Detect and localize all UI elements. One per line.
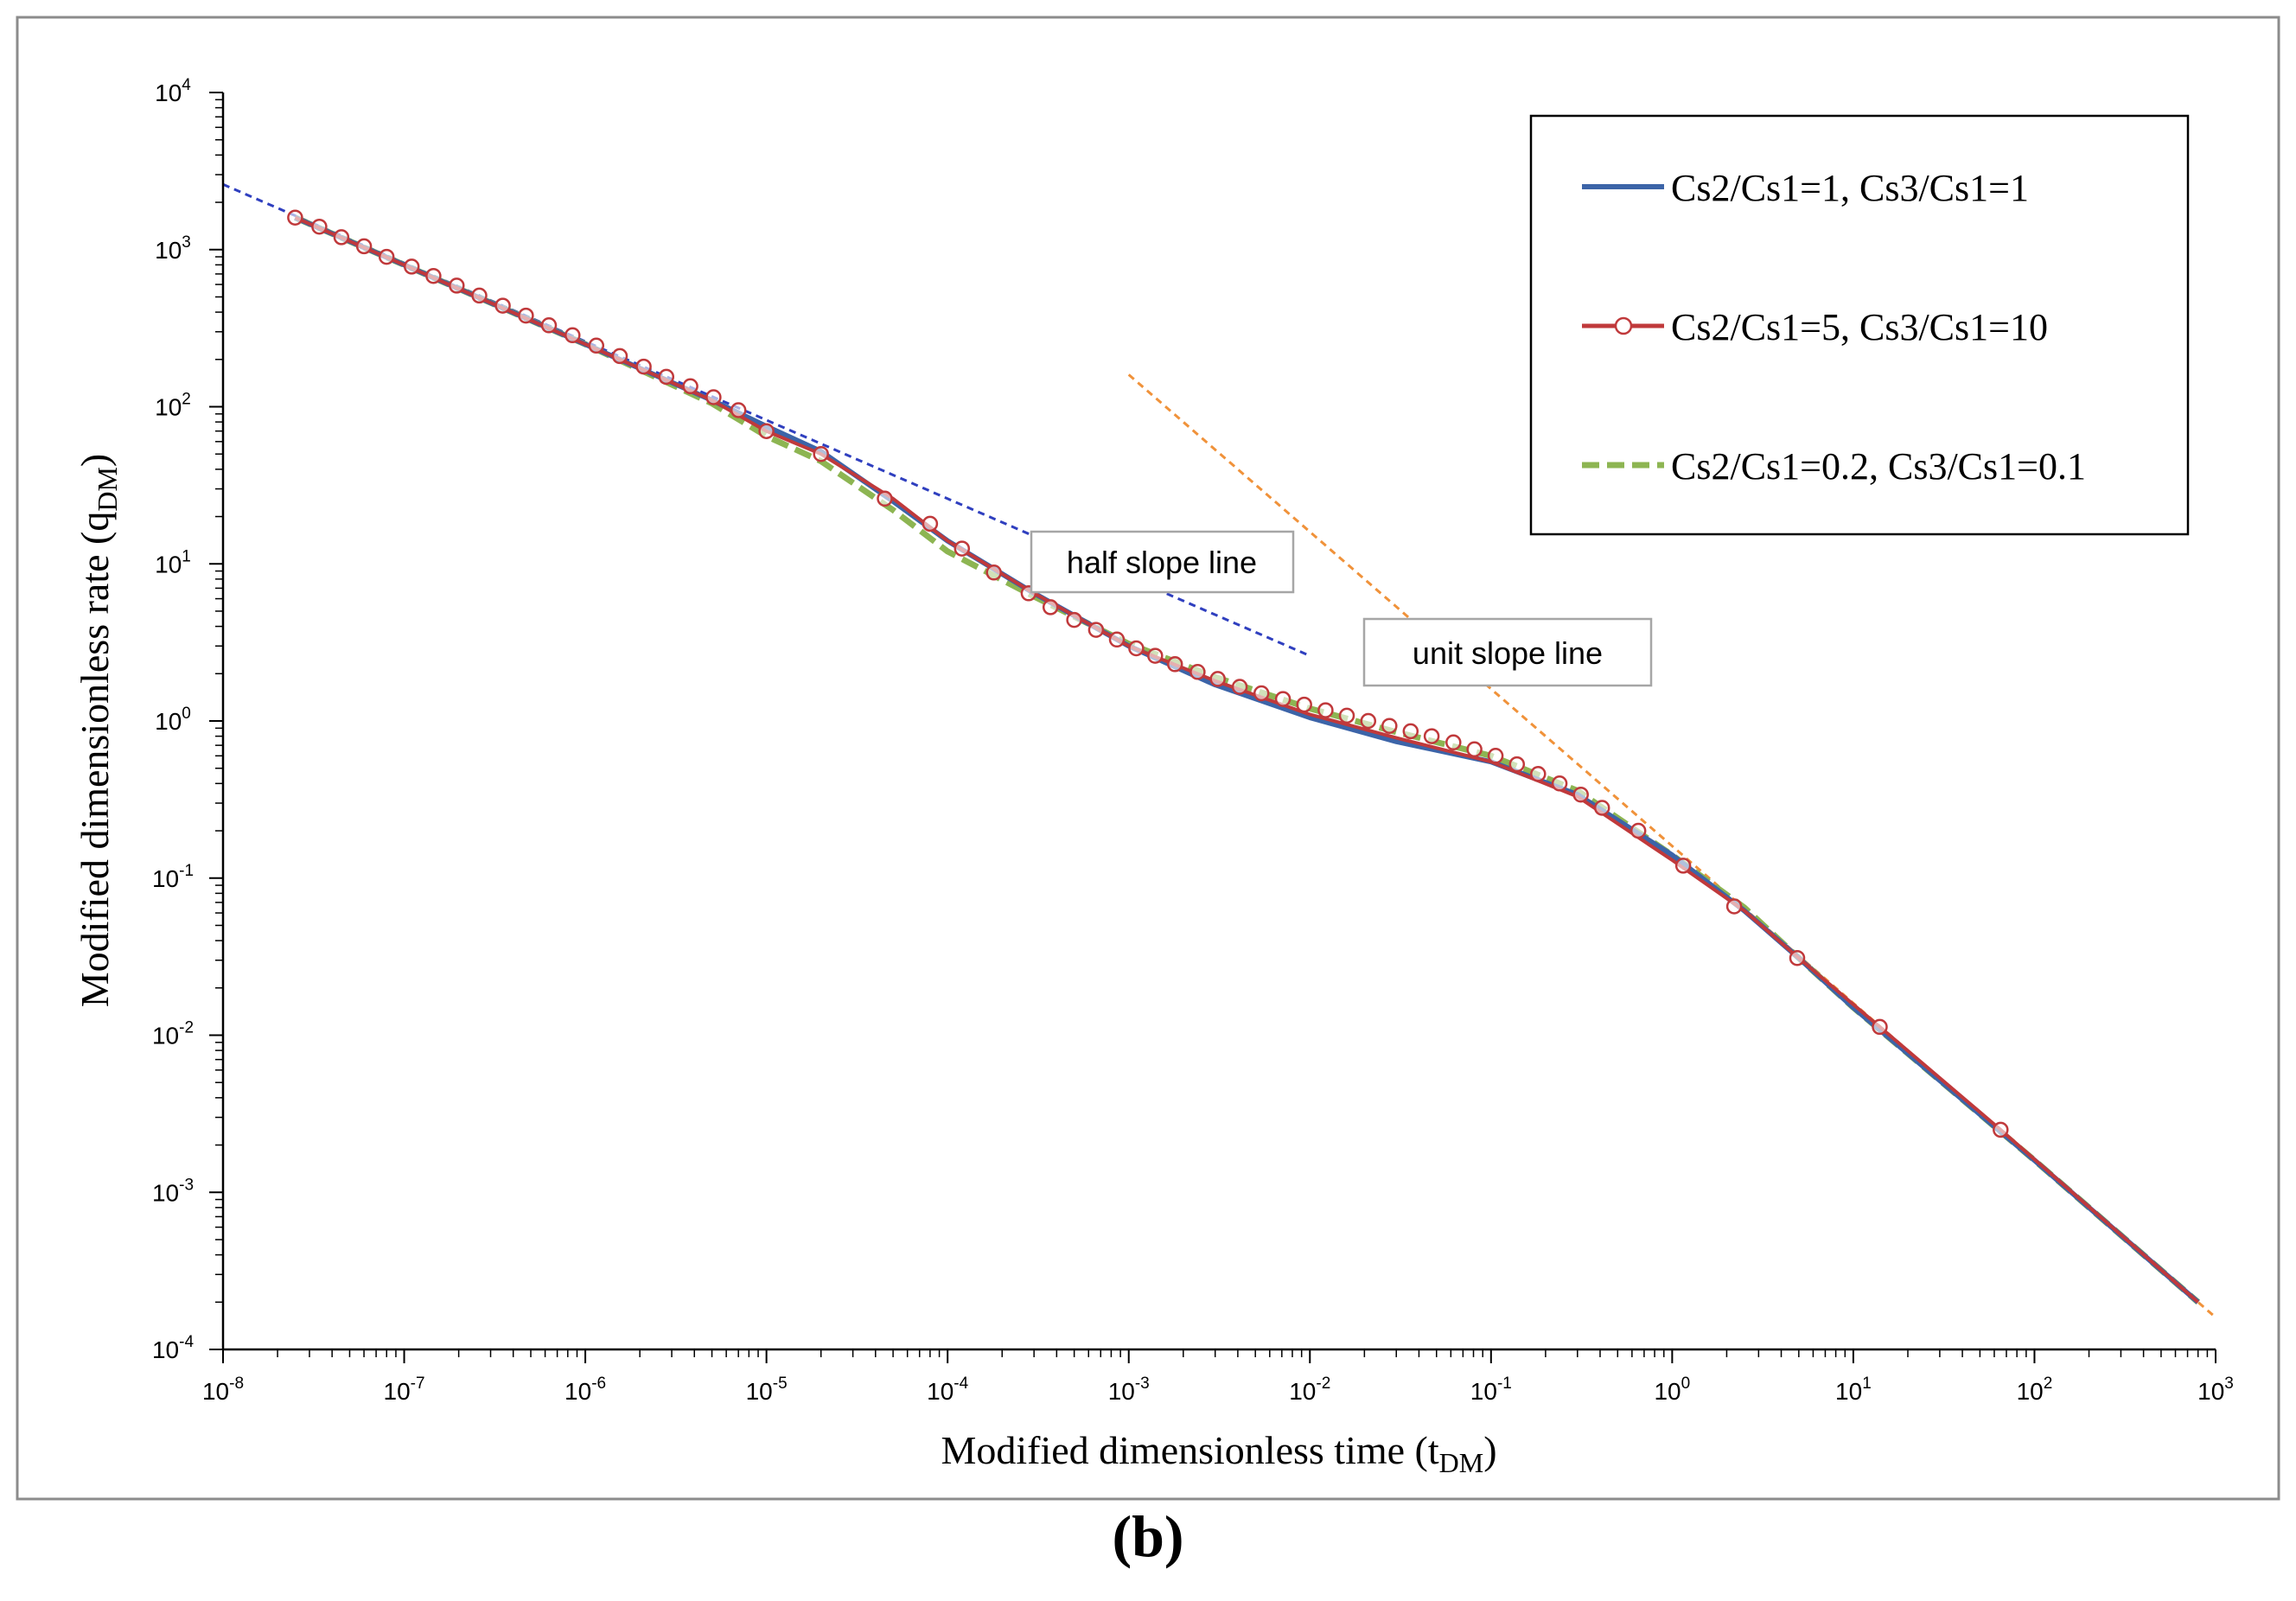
series-2-marker xyxy=(922,515,939,533)
series-2-marker xyxy=(1066,611,1082,628)
axis-tick-labels: 10-8 10-7 10-6 10-5 10-4 10-3 10-2 10-1 100 101 10… xyxy=(152,76,2234,1405)
series-2-marker xyxy=(813,445,829,462)
legend-label-series-2: Cs2/Cs1=5, Cs3/Cs1=10 xyxy=(1671,306,2048,348)
series-2-marker xyxy=(449,277,465,294)
x-tick-label: 10-3 xyxy=(1108,1375,1150,1405)
y-tick-label: 10-1 xyxy=(152,862,194,892)
y-tick-label: 10-4 xyxy=(152,1333,194,1363)
series-2-marker xyxy=(1402,723,1419,740)
series-2-marker xyxy=(705,389,722,405)
series-markers xyxy=(287,209,2009,1139)
y-tick-label: 102 xyxy=(155,391,191,421)
series-2-marker xyxy=(378,248,395,265)
series-2-marker xyxy=(1487,748,1504,764)
y-tick-label: 10-3 xyxy=(152,1176,194,1206)
y-tick-label: 104 xyxy=(155,76,191,106)
series-2-marker xyxy=(1872,1018,1888,1036)
series-2-marker xyxy=(1317,702,1334,718)
y-axis-title: Modified dimensionless rate (qDM) xyxy=(73,454,123,1008)
legend-label-series-3: Cs2/Cs1=0.2, Cs3/Cs1=0.1 xyxy=(1671,445,2086,488)
series-2-marker xyxy=(1274,691,1292,707)
series-2-marker xyxy=(682,378,698,395)
series-2-marker xyxy=(518,307,534,324)
series-2-marker xyxy=(1147,647,1164,664)
x-tick-label: 10-5 xyxy=(746,1375,788,1405)
series-2-marker xyxy=(588,337,605,354)
series-2-marker xyxy=(1296,696,1312,713)
series-2-marker xyxy=(1338,707,1355,724)
legend-marker-series-2 xyxy=(1614,316,1633,335)
series-2-marker xyxy=(1725,898,1743,915)
series-2-marker xyxy=(1551,775,1568,792)
figure-caption: (b) xyxy=(1112,1503,1184,1569)
half-slope-annotation: half slope line xyxy=(1030,530,1295,594)
axis-ticks xyxy=(209,92,2216,1363)
series-2-marker xyxy=(1108,631,1126,648)
unit-slope-annotation: unit slope line xyxy=(1362,617,1653,687)
series-2-marker xyxy=(1993,1121,2009,1139)
series-2-marker xyxy=(985,564,1002,581)
series-2-marker xyxy=(471,287,488,304)
x-tick-label: 10-8 xyxy=(202,1375,244,1405)
series-2-marker xyxy=(540,317,558,334)
series-2-marker xyxy=(1128,640,1145,657)
series-2-marker xyxy=(287,209,303,226)
series-2-marker xyxy=(425,267,442,284)
x-tick-label: 10-4 xyxy=(927,1375,968,1405)
series-2-marker xyxy=(1445,734,1462,751)
x-tick-label: 10-1 xyxy=(1470,1375,1512,1405)
x-tick-label: 100 xyxy=(1654,1375,1690,1405)
series-2-marker xyxy=(730,402,747,418)
series-2-marker xyxy=(1189,664,1206,680)
y-tick-label: 103 xyxy=(155,233,191,264)
series-2-marker xyxy=(1087,622,1105,638)
x-tick-label: 10-6 xyxy=(564,1375,606,1405)
series-2-marker xyxy=(1381,718,1398,734)
unit-slope-label: unit slope line xyxy=(1413,635,1603,671)
series-2-marker xyxy=(1466,741,1483,758)
series-2-marker xyxy=(333,229,350,246)
y-tick-label: 100 xyxy=(155,705,191,735)
series-2-marker xyxy=(877,490,893,507)
legend: Cs2/Cs1=1, Cs3/Cs1=1 Cs2/Cs1=5, Cs3/Cs1=… xyxy=(1529,114,2190,536)
series-2-marker xyxy=(1530,766,1547,782)
series-2-marker xyxy=(953,540,971,557)
series-2-marker xyxy=(1166,656,1183,673)
series-2-marker xyxy=(1360,712,1377,730)
series-2-marker xyxy=(1789,949,1806,966)
series-2-marker xyxy=(1209,671,1226,687)
series-2-marker xyxy=(1231,679,1248,695)
series-2-marker xyxy=(1593,800,1610,816)
series-2-marker xyxy=(1042,599,1059,616)
series-2-marker xyxy=(564,327,581,344)
x-tick-label: 102 xyxy=(2017,1375,2053,1405)
x-tick-label: 10-2 xyxy=(1289,1375,1330,1405)
series-2-marker xyxy=(403,258,420,275)
series-2-marker xyxy=(635,358,652,375)
x-tick-label: 101 xyxy=(1835,1375,1872,1405)
series-2-marker xyxy=(311,218,328,235)
legend-label-series-1: Cs2/Cs1=1, Cs3/Cs1=1 xyxy=(1671,167,2029,209)
series-2-marker xyxy=(1572,786,1589,803)
series-2-marker xyxy=(1508,756,1526,773)
x-tick-label: 103 xyxy=(2197,1375,2234,1405)
series-2-marker xyxy=(494,297,511,314)
series-2-marker xyxy=(1253,685,1270,702)
x-tick-label: 10-7 xyxy=(384,1375,425,1405)
y-tick-label: 101 xyxy=(155,547,191,577)
half-slope-label: half slope line xyxy=(1067,545,1257,580)
series-2-marker xyxy=(611,348,628,365)
series-2-marker xyxy=(355,238,373,255)
series-2-marker xyxy=(758,423,775,439)
series-2-marker xyxy=(1423,728,1440,744)
series-2-marker xyxy=(658,368,675,386)
series-2-marker xyxy=(1674,858,1692,874)
x-axis-title: Modified dimensionless time (tDM) xyxy=(941,1428,1496,1478)
y-tick-label: 10-2 xyxy=(152,1019,194,1049)
series-2-marker xyxy=(1630,822,1647,839)
